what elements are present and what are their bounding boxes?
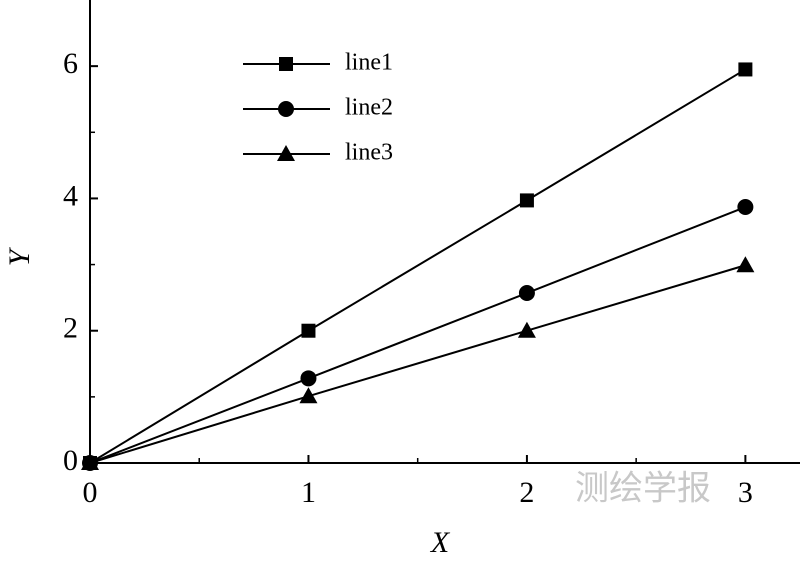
legend-marker xyxy=(277,145,295,161)
x-tick-label: 0 xyxy=(83,476,98,509)
legend-label: line1 xyxy=(345,50,393,76)
point xyxy=(81,454,99,470)
point xyxy=(299,387,318,404)
point xyxy=(301,323,316,338)
series-line xyxy=(89,264,746,464)
y-tick-label: 4 xyxy=(63,179,78,212)
point xyxy=(519,193,534,208)
point xyxy=(517,321,536,338)
x-axis-title: X xyxy=(430,526,451,559)
legend-label: line3 xyxy=(345,140,393,166)
x-tick-label: 3 xyxy=(738,476,753,509)
series-line xyxy=(89,68,746,464)
y-tick-label: 2 xyxy=(63,312,78,345)
x-tick-label: 1 xyxy=(301,476,316,509)
y-tick-label: 0 xyxy=(63,444,78,477)
y-tick-label: 6 xyxy=(63,47,78,80)
y-axis-title: Y xyxy=(3,246,36,266)
legend-marker xyxy=(278,101,294,117)
legend-label: line2 xyxy=(345,95,393,121)
x-tick-label: 2 xyxy=(519,476,534,509)
point xyxy=(737,199,754,216)
series-line xyxy=(89,206,746,464)
point xyxy=(300,370,317,387)
watermark: 测绘学报 xyxy=(575,469,711,509)
point xyxy=(518,285,535,302)
point xyxy=(738,62,753,77)
legend-marker xyxy=(279,57,293,71)
point xyxy=(736,256,755,273)
